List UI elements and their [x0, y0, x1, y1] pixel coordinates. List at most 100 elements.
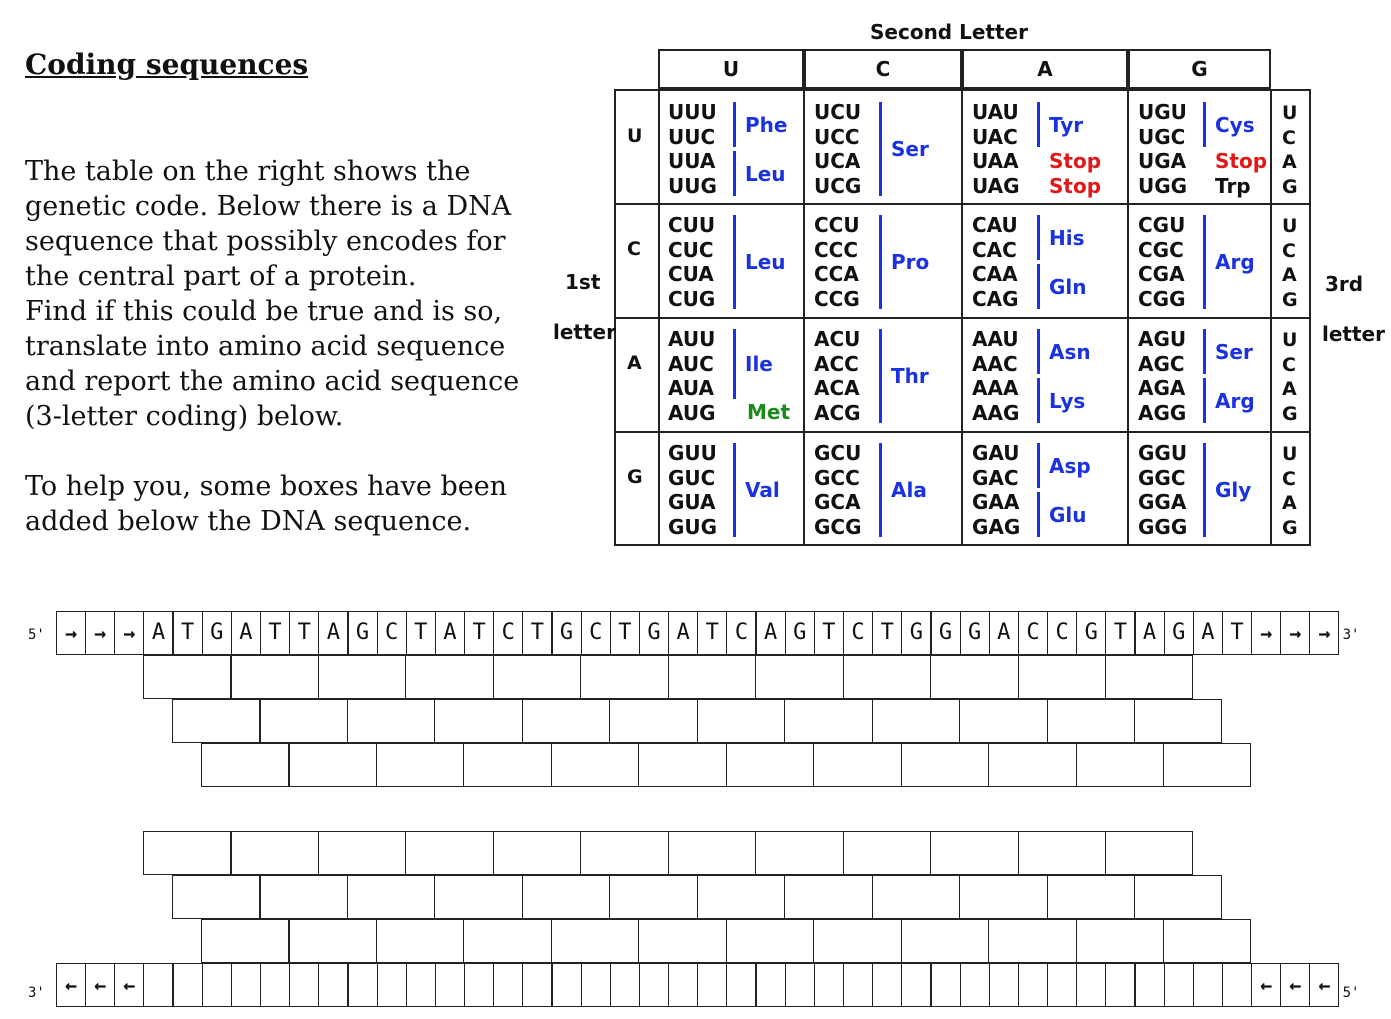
- reverse-frame1-codon-box[interactable]: [755, 831, 844, 875]
- bottom-strand-cell[interactable]: [260, 963, 291, 1007]
- top-strand-cell[interactable]: A: [988, 611, 1019, 655]
- frame2-codon-box[interactable]: [521, 699, 611, 743]
- bottom-strand-cell[interactable]: [988, 963, 1019, 1007]
- top-strand-cell[interactable]: G: [347, 611, 378, 655]
- reverse-frame2-codon-box[interactable]: [521, 875, 611, 919]
- bottom-strand-cell[interactable]: ←: [1251, 963, 1282, 1007]
- frame1-codon-box[interactable]: [230, 655, 319, 699]
- frame2-codon-box[interactable]: [609, 699, 698, 743]
- top-strand-cell[interactable]: A: [143, 611, 174, 655]
- reverse-frame3-codon-box[interactable]: [201, 919, 290, 963]
- top-strand-cell[interactable]: A: [230, 611, 261, 655]
- top-strand-cell[interactable]: C: [493, 611, 524, 655]
- frame2-codon-box[interactable]: [696, 699, 786, 743]
- reverse-frame1-codon-box[interactable]: [317, 831, 407, 875]
- bottom-strand-cell[interactable]: [580, 963, 611, 1007]
- top-strand-cell[interactable]: G: [1163, 611, 1194, 655]
- reverse-frame1-codon-box[interactable]: [230, 831, 319, 875]
- frame3-codon-box[interactable]: [725, 743, 815, 787]
- frame3-codon-box[interactable]: [201, 743, 290, 787]
- top-strand-cell[interactable]: A: [1192, 611, 1223, 655]
- top-strand-cell[interactable]: G: [901, 611, 932, 655]
- frame1-codon-box[interactable]: [755, 655, 844, 699]
- bottom-strand-cell[interactable]: [464, 963, 495, 1007]
- bottom-strand-cell[interactable]: [405, 963, 436, 1007]
- bottom-strand-cell[interactable]: ←: [56, 963, 86, 1007]
- bottom-strand-cell[interactable]: ←: [1280, 963, 1311, 1007]
- reverse-frame1-codon-box[interactable]: [580, 831, 669, 875]
- bottom-strand-cell[interactable]: ←: [1309, 963, 1340, 1007]
- frame2-codon-box[interactable]: [172, 699, 261, 743]
- reverse-frame3-codon-box[interactable]: [988, 919, 1077, 963]
- frame2-codon-box[interactable]: [434, 699, 523, 743]
- top-strand-cell[interactable]: C: [726, 611, 757, 655]
- bottom-strand-cell[interactable]: [143, 963, 174, 1007]
- frame1-codon-box[interactable]: [580, 655, 669, 699]
- reverse-frame3-codon-box[interactable]: [1075, 919, 1164, 963]
- bottom-strand-cell[interactable]: [172, 963, 203, 1007]
- frame2-codon-box[interactable]: [1046, 699, 1135, 743]
- reverse-frame3-codon-box[interactable]: [375, 919, 465, 963]
- top-strand-cell[interactable]: →: [85, 611, 116, 655]
- bottom-strand-cell[interactable]: [1017, 963, 1048, 1007]
- bottom-strand-cell[interactable]: ←: [114, 963, 145, 1007]
- bottom-strand-cell[interactable]: [901, 963, 932, 1007]
- bottom-strand-cell[interactable]: [347, 963, 378, 1007]
- bottom-strand-cell[interactable]: [755, 963, 786, 1007]
- bottom-strand-cell[interactable]: [289, 963, 320, 1007]
- bottom-strand-cell[interactable]: [1163, 963, 1194, 1007]
- bottom-strand-cell[interactable]: [1076, 963, 1107, 1007]
- bottom-strand-cell[interactable]: [522, 963, 553, 1007]
- frame3-codon-box[interactable]: [638, 743, 727, 787]
- bottom-strand-cell[interactable]: [1192, 963, 1223, 1007]
- bottom-strand-cell[interactable]: [551, 963, 582, 1007]
- bottom-strand-cell[interactable]: [639, 963, 669, 1007]
- bottom-strand-cell[interactable]: [697, 963, 728, 1007]
- frame2-codon-box[interactable]: [346, 699, 436, 743]
- reverse-frame1-codon-box[interactable]: [667, 831, 757, 875]
- bottom-strand-cell[interactable]: [1047, 963, 1078, 1007]
- reverse-frame2-codon-box[interactable]: [172, 875, 261, 919]
- frame3-codon-box[interactable]: [900, 743, 990, 787]
- top-strand-cell[interactable]: G: [1076, 611, 1107, 655]
- frame1-codon-box[interactable]: [1017, 655, 1106, 699]
- bottom-strand-cell[interactable]: [930, 963, 961, 1007]
- top-strand-cell[interactable]: T: [405, 611, 436, 655]
- top-strand-cell[interactable]: →: [1309, 611, 1340, 655]
- top-strand-cell[interactable]: T: [289, 611, 320, 655]
- reverse-frame3-codon-box[interactable]: [1162, 919, 1252, 963]
- bottom-strand-cell[interactable]: [201, 963, 232, 1007]
- top-strand-cell[interactable]: G: [201, 611, 232, 655]
- top-strand-cell[interactable]: G: [551, 611, 582, 655]
- top-strand-cell[interactable]: →: [56, 611, 86, 655]
- frame1-codon-box[interactable]: [667, 655, 757, 699]
- reverse-frame3-codon-box[interactable]: [463, 919, 552, 963]
- top-strand-cell[interactable]: C: [376, 611, 407, 655]
- frame2-codon-box[interactable]: [871, 699, 961, 743]
- top-strand-cell[interactable]: T: [1222, 611, 1252, 655]
- bottom-strand-cell[interactable]: [784, 963, 815, 1007]
- top-strand-cell[interactable]: T: [697, 611, 728, 655]
- frame1-codon-box[interactable]: [405, 655, 494, 699]
- top-strand-cell[interactable]: C: [580, 611, 611, 655]
- bottom-strand-cell[interactable]: [813, 963, 844, 1007]
- frame3-codon-box[interactable]: [550, 743, 640, 787]
- frame2-codon-box[interactable]: [259, 699, 348, 743]
- top-strand-cell[interactable]: A: [1134, 611, 1165, 655]
- frame1-codon-box[interactable]: [1104, 655, 1194, 699]
- top-strand-cell[interactable]: T: [464, 611, 495, 655]
- bottom-strand-cell[interactable]: [493, 963, 524, 1007]
- bottom-strand-cell[interactable]: [843, 963, 874, 1007]
- reverse-frame3-codon-box[interactable]: [725, 919, 815, 963]
- top-strand-cell[interactable]: A: [755, 611, 786, 655]
- bottom-strand-cell[interactable]: [959, 963, 990, 1007]
- bottom-strand-cell[interactable]: [318, 963, 349, 1007]
- reverse-frame2-codon-box[interactable]: [784, 875, 873, 919]
- reverse-frame2-codon-box[interactable]: [434, 875, 523, 919]
- bottom-strand-cell[interactable]: [434, 963, 465, 1007]
- frame3-codon-box[interactable]: [288, 743, 377, 787]
- reverse-frame1-codon-box[interactable]: [143, 831, 232, 875]
- frame3-codon-box[interactable]: [375, 743, 465, 787]
- reverse-frame1-codon-box[interactable]: [1017, 831, 1106, 875]
- reverse-frame3-codon-box[interactable]: [550, 919, 640, 963]
